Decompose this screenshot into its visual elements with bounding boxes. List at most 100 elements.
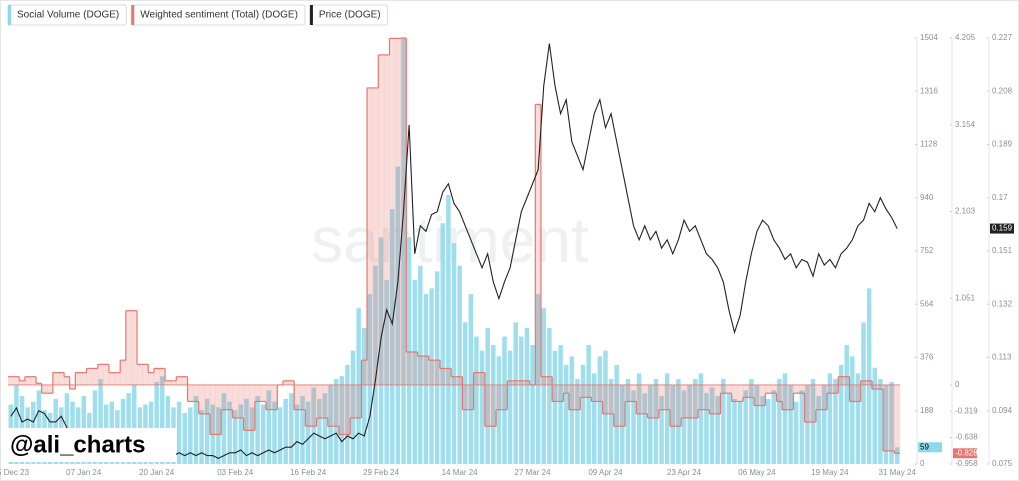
bar — [687, 384, 692, 464]
x-tick-label: 16 Feb 24 — [290, 468, 327, 477]
sentiment-area — [787, 384, 794, 410]
bar — [283, 398, 288, 464]
sentiment-area — [47, 384, 54, 394]
sentiment-area — [176, 376, 183, 385]
sentiment-area — [613, 384, 620, 427]
sentiment-area — [742, 384, 749, 398]
y-tick-label: 0.227 — [992, 33, 1013, 42]
sentiment-area — [535, 104, 542, 385]
value-badge — [990, 223, 1014, 234]
bar — [272, 401, 277, 464]
sentiment-area — [395, 38, 402, 385]
bar — [732, 398, 737, 464]
sentiment-area — [546, 376, 553, 385]
bar — [833, 379, 838, 464]
y-tick-label: 0.189 — [992, 140, 1013, 149]
bar — [782, 373, 788, 464]
bar — [659, 396, 664, 464]
sentiment-area — [524, 380, 531, 385]
sentiment-area — [664, 384, 671, 410]
y-tick-label: 0.094 — [992, 406, 1013, 415]
bar — [754, 384, 760, 464]
bar — [395, 166, 401, 464]
bar — [743, 390, 748, 464]
sentiment-area — [19, 380, 26, 385]
bar — [889, 381, 894, 464]
sentiment-area — [473, 372, 480, 385]
sentiment-area — [456, 376, 463, 385]
sentiment-area — [647, 384, 654, 418]
legend-label: Weighted sentiment (Total) (DOGE) — [140, 10, 298, 21]
y-tick-label: 0.208 — [992, 86, 1013, 95]
sentiment-area — [383, 54, 390, 385]
bar — [866, 288, 872, 464]
legend-entry: Price (DOGE) — [309, 4, 389, 26]
sentiment-area — [574, 384, 581, 410]
sentiment-area — [238, 384, 244, 418]
sentiment-area — [860, 380, 867, 385]
y-tick-label: 1.051 — [955, 293, 976, 302]
sentiment-area — [97, 364, 104, 385]
sentiment-area — [686, 384, 693, 418]
sentiment-area — [557, 384, 564, 402]
value-badge-label: 59 — [920, 442, 929, 451]
sentiment-area — [36, 383, 42, 385]
bar — [216, 407, 221, 464]
x-tick-label: 29 Feb 24 — [363, 468, 400, 477]
sentiment-area — [653, 384, 660, 418]
sentiment-area — [131, 310, 138, 385]
y-tick-label: 0.132 — [992, 299, 1013, 308]
bar — [692, 379, 698, 464]
sentiment-area — [501, 384, 508, 410]
sentiment-area — [669, 384, 676, 427]
y-tick-label: 1504 — [920, 33, 938, 42]
sentiment-area — [512, 380, 519, 385]
sentiment-area — [322, 384, 329, 418]
x-tick-label: 03 Feb 24 — [217, 468, 254, 477]
x-tick-label: 23 Apr 24 — [667, 468, 702, 477]
bar — [563, 364, 569, 464]
bar — [737, 401, 743, 464]
legend-swatch — [131, 5, 135, 25]
sentiment-area — [540, 376, 547, 385]
bar — [317, 398, 322, 464]
sentiment-area — [484, 384, 491, 427]
sentiment-area — [888, 384, 895, 451]
sentiment-area — [338, 384, 345, 435]
sentiment-area — [821, 384, 828, 410]
sentiment-area — [827, 384, 833, 394]
bar — [238, 404, 244, 464]
bar — [468, 294, 474, 464]
legend-label: Social Volume (DOGE) — [17, 10, 119, 21]
sentiment-area — [305, 384, 312, 427]
sentiment-area — [518, 380, 525, 385]
sentiment-area — [838, 376, 845, 385]
sentiment-area — [271, 384, 278, 410]
sentiment-area — [462, 384, 469, 410]
sentiment-area — [675, 384, 682, 427]
x-tick-label: 19 May 24 — [811, 468, 849, 477]
sentiment-area — [507, 380, 514, 385]
bar — [479, 350, 485, 464]
bar — [300, 396, 305, 464]
sentiment-area — [496, 384, 502, 410]
sentiment-area — [714, 384, 721, 414]
bar — [530, 345, 535, 464]
sentiment-area — [282, 380, 289, 385]
sentiment-area — [288, 380, 295, 385]
sentiment-area — [389, 38, 396, 385]
sentiment-area — [434, 360, 441, 385]
bar — [406, 237, 412, 464]
sentiment-area — [765, 384, 772, 394]
bar — [726, 393, 732, 464]
bar — [771, 390, 777, 464]
sentiment-area — [52, 372, 59, 385]
sentiment-area — [468, 384, 474, 410]
bar — [855, 373, 861, 464]
bar — [698, 373, 704, 464]
bar — [625, 379, 631, 464]
x-tick-label: 14 Mar 24 — [442, 468, 479, 477]
sentiment-area — [181, 376, 188, 385]
sentiment-area — [883, 384, 890, 451]
